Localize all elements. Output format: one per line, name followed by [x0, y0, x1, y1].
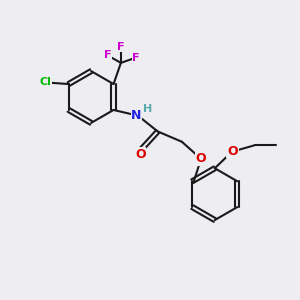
Text: O: O: [227, 145, 238, 158]
Text: N: N: [131, 109, 142, 122]
Text: O: O: [135, 148, 146, 161]
Text: Cl: Cl: [39, 77, 51, 87]
Text: F: F: [133, 52, 140, 62]
Text: H: H: [143, 104, 152, 114]
Text: F: F: [117, 42, 125, 52]
Text: O: O: [196, 152, 206, 165]
Text: F: F: [104, 50, 111, 61]
